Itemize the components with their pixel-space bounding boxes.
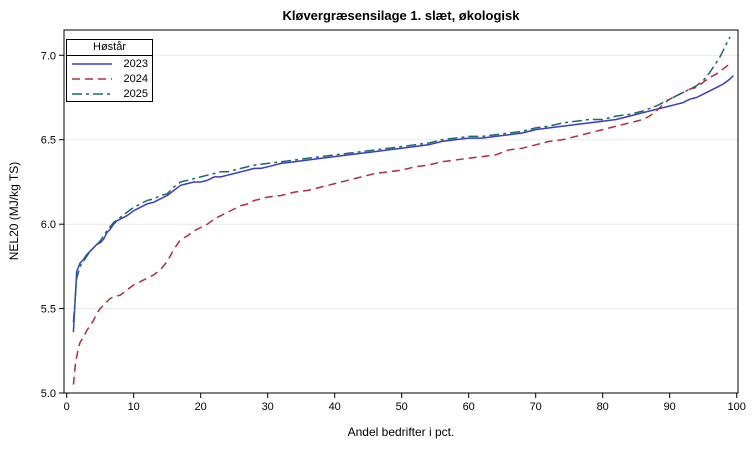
y-tick-label: 7.0 [41, 50, 56, 62]
x-tick-label: 10 [128, 401, 140, 413]
x-tick-label: 100 [728, 401, 746, 413]
legend-title: Høstår [67, 40, 152, 56]
y-tick-label: 6.5 [41, 135, 56, 147]
x-tick-label: 80 [597, 401, 609, 413]
legend-line-sample-2023 [72, 62, 112, 65]
series-line-2025 [72, 36, 731, 323]
x-tick-label: 40 [329, 401, 341, 413]
x-tick-label: 50 [396, 401, 408, 413]
x-tick-label: 60 [463, 401, 475, 413]
legend-label-2024: 2024 [123, 72, 148, 85]
x-tick-label: 20 [195, 401, 207, 413]
y-tick-label: 5.5 [41, 304, 56, 316]
legend: Høstår 2023 2024 2025 [66, 39, 153, 102]
x-tick-label: 70 [530, 401, 542, 413]
series-line-2023 [72, 75, 734, 333]
x-tick-label: 30 [262, 401, 274, 413]
y-tick-label: 5.0 [41, 388, 56, 400]
legend-entries: 2023 2024 2025 [67, 56, 152, 101]
plot-frame [63, 29, 739, 394]
chart-title: Kløvergræsensilage 1. slæt, økologisk [282, 8, 520, 23]
x-tick-label: 0 [64, 401, 70, 413]
legend-line-sample-2024 [72, 77, 112, 80]
legend-entry-2024: 2024 [67, 71, 152, 86]
legend-entry-2023: 2023 [67, 56, 152, 71]
legend-line-sample-2025 [72, 92, 112, 95]
x-axis-title: Andel bedrifter i pct. [347, 425, 455, 439]
x-tick-label: 90 [664, 401, 676, 413]
legend-label-2023: 2023 [123, 57, 148, 70]
y-tick-label: 6.0 [41, 219, 56, 231]
legend-entry-2025: 2025 [67, 86, 152, 101]
legend-label-2025: 2025 [123, 87, 148, 100]
y-axis-title: NEL20 (MJ/kg TS) [7, 161, 21, 261]
